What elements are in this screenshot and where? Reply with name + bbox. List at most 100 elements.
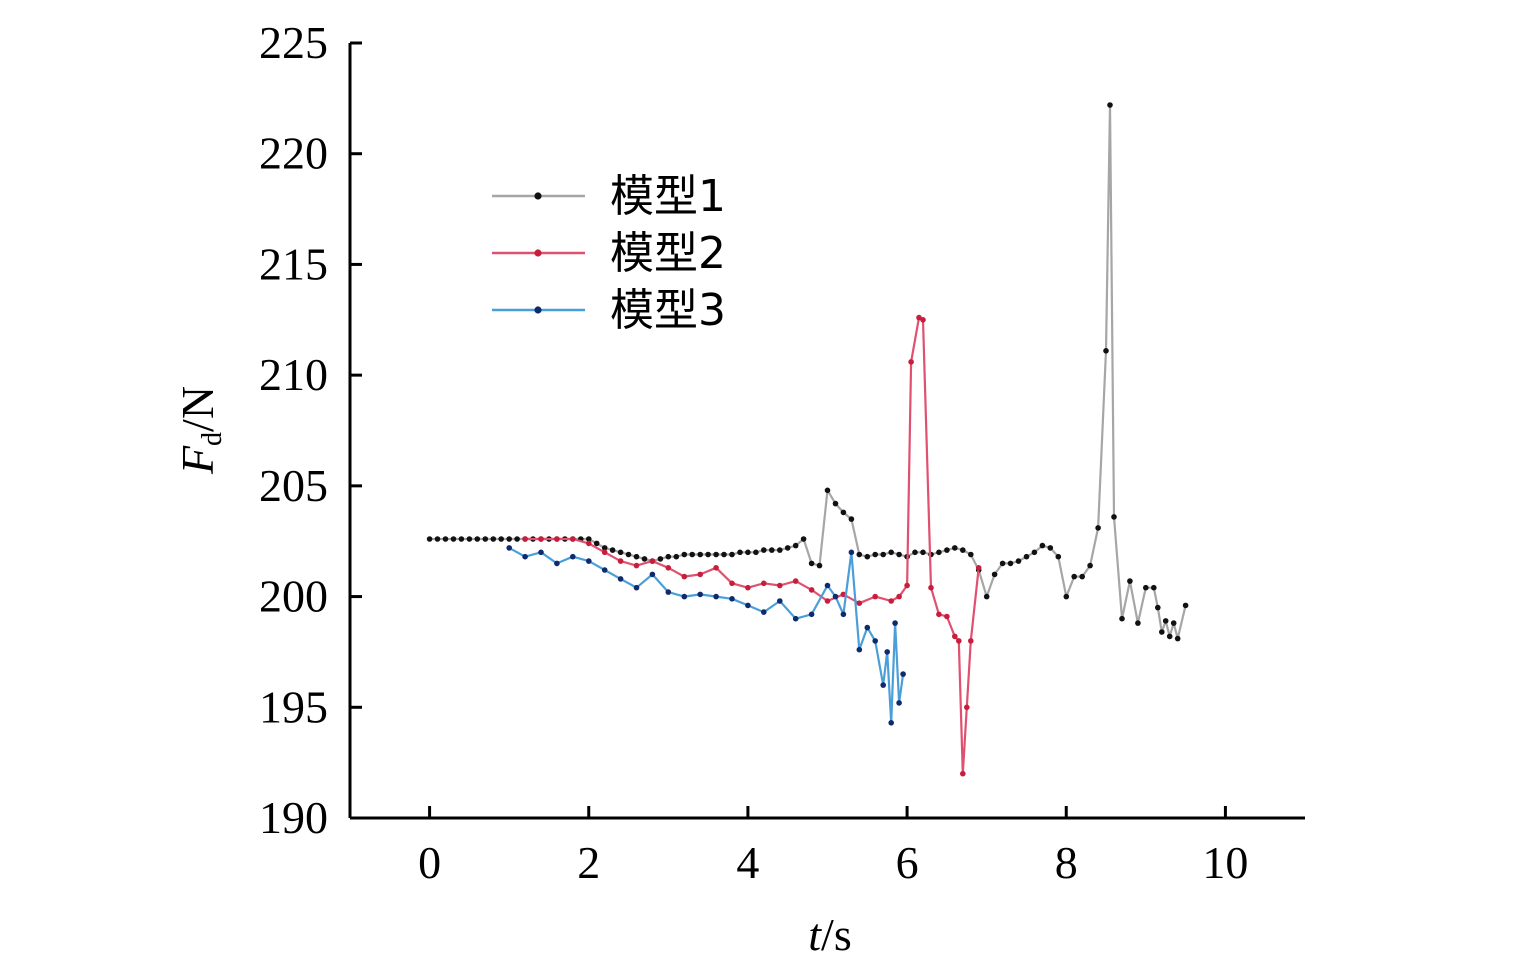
- data-point: [936, 611, 942, 618]
- data-point: [991, 571, 998, 578]
- y-tick-label: 210: [259, 349, 328, 400]
- data-point: [975, 565, 982, 571]
- data-point: [426, 536, 433, 542]
- data-point: [498, 536, 505, 542]
- data-point: [761, 609, 767, 615]
- data-point: [856, 646, 863, 653]
- data-point: [848, 516, 855, 522]
- data-point: [888, 720, 894, 726]
- data-point: [1182, 602, 1189, 609]
- data-point: [601, 549, 608, 556]
- data-point: [506, 545, 512, 551]
- data-point: [609, 547, 616, 553]
- data-point: [920, 317, 926, 323]
- x-tick-label: 8: [1055, 837, 1078, 888]
- data-point: [880, 682, 886, 688]
- axes: [348, 43, 1305, 820]
- series-layer: [426, 102, 1189, 777]
- data-point: [968, 551, 974, 558]
- y-tick-label: 220: [259, 128, 328, 179]
- legend-item: 模型2: [492, 228, 726, 279]
- data-point: [745, 602, 751, 609]
- data-point: [697, 571, 703, 578]
- data-point: [1007, 560, 1014, 567]
- legend-marker: [534, 192, 542, 200]
- data-point: [1079, 573, 1085, 580]
- series-line: [508, 546, 905, 724]
- data-point: [633, 553, 640, 560]
- data-point: [1055, 553, 1062, 560]
- data-point: [506, 536, 512, 542]
- data-point: [753, 549, 759, 556]
- data-point: [538, 536, 544, 542]
- data-point: [896, 593, 902, 600]
- data-point: [1111, 514, 1117, 520]
- data-point: [593, 540, 600, 547]
- x-tick-label: 0: [418, 837, 441, 888]
- data-point: [649, 571, 656, 578]
- data-point: [522, 536, 528, 542]
- data-point: [681, 573, 688, 580]
- data-point: [570, 536, 576, 542]
- data-point: [705, 551, 711, 558]
- data-point: [673, 553, 680, 560]
- data-point: [1135, 620, 1141, 626]
- data-point: [872, 551, 878, 558]
- data-point: [784, 545, 791, 551]
- data-point: [777, 582, 783, 589]
- data-point: [944, 547, 950, 553]
- data-point: [983, 593, 990, 600]
- data-point: [1023, 553, 1030, 560]
- data-point: [713, 551, 719, 558]
- legend-marker: [534, 306, 542, 314]
- data-point: [570, 553, 576, 560]
- data-point: [633, 562, 640, 569]
- data-point: [1166, 633, 1173, 640]
- y-axis-sub: d: [197, 432, 228, 446]
- data-point: [888, 549, 894, 556]
- data-point: [1127, 578, 1133, 584]
- data-point: [999, 560, 1006, 567]
- data-point: [856, 600, 863, 606]
- data-point: [792, 615, 799, 622]
- y-tick-label: 225: [259, 17, 328, 68]
- legend-marker: [534, 249, 542, 257]
- data-point: [617, 558, 624, 564]
- data-point: [1155, 604, 1161, 611]
- legend-label: 模型3: [610, 285, 726, 336]
- data-point: [928, 584, 934, 591]
- data-point: [892, 620, 898, 626]
- data-point: [442, 536, 449, 542]
- data-point: [713, 565, 719, 571]
- data-point: [792, 542, 799, 549]
- legend-label: 模型1: [610, 171, 726, 222]
- data-point: [1143, 584, 1149, 591]
- data-point: [920, 549, 926, 556]
- data-point: [450, 536, 457, 542]
- data-point: [586, 536, 592, 542]
- series-1: [426, 102, 1189, 642]
- y-axis-title: Fd/N: [172, 386, 228, 475]
- data-point: [884, 649, 890, 655]
- legend: 模型1 模型2 模型3: [492, 171, 726, 336]
- data-point: [633, 584, 640, 591]
- data-point: [1039, 542, 1046, 549]
- data-point: [824, 582, 831, 589]
- legend-item: 模型1: [492, 171, 726, 222]
- data-point: [1095, 525, 1101, 531]
- data-point: [936, 549, 942, 556]
- data-point: [554, 536, 560, 542]
- data-point: [681, 551, 688, 558]
- data-point: [721, 551, 727, 558]
- data-point: [960, 547, 966, 553]
- data-point: [956, 638, 962, 644]
- data-point: [745, 549, 751, 556]
- data-point: [824, 598, 831, 604]
- y-axis-unit: /N: [172, 386, 223, 432]
- data-point: [1170, 620, 1177, 626]
- series-3: [506, 545, 906, 726]
- data-point: [490, 536, 497, 542]
- data-point: [832, 500, 839, 507]
- data-point: [880, 551, 886, 558]
- data-point: [761, 547, 767, 553]
